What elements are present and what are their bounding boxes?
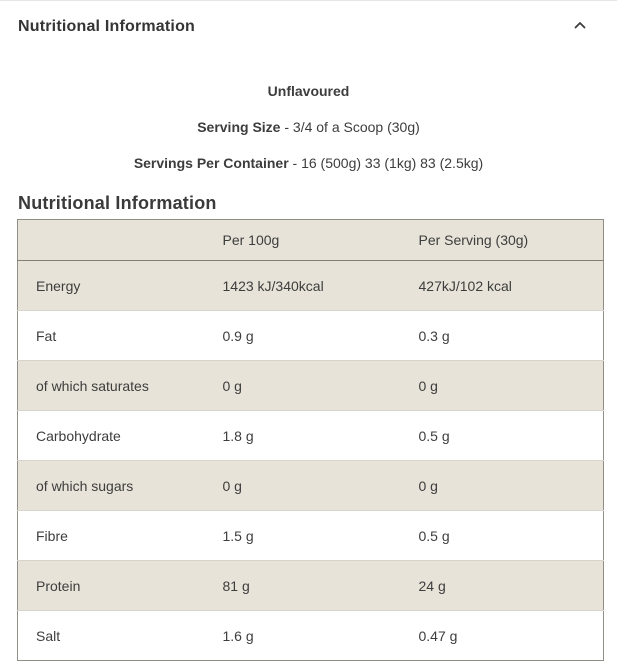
row-per100g: 1.6 g [222,627,254,644]
row-perserving: 24 g [418,577,446,594]
table-row: Carbohydrate 1.8 g 0.5 g [17,410,604,461]
header-cell-per-100g: Per 100g [222,219,419,261]
table-row: Protein 81 g 24 g [17,560,604,611]
table-row: Salt 1.6 g 0.47 g [17,610,604,661]
row-per100g: 1.5 g [222,527,254,544]
nutritional-information-accordion-header[interactable]: Nutritional Information [0,0,617,52]
row-label: Energy [36,277,81,294]
row-per100g: 0 g [222,477,242,494]
row-label: Fibre [36,527,68,544]
row-per100g: 81 g [222,577,250,594]
table-header-row: Per 100g Per Serving (30g) [17,219,604,261]
row-per100g: 1.8 g [222,427,254,444]
serving-size-label: Serving Size [197,119,281,135]
flavour-name: Unflavoured [267,83,350,99]
table-row: Fibre 1.5 g 0.5 g [17,510,604,561]
nutrition-table-title: Nutritional Information [18,193,217,213]
row-label: of which sugars [36,477,134,494]
row-perserving: 0.5 g [418,527,450,544]
header-cell-empty [17,219,223,261]
servings-per-container-label: Servings Per Container [133,155,289,171]
chevron-up-icon[interactable] [574,21,586,29]
header-cell-per-serving: Per Serving (30g) [418,219,604,261]
serving-size-line: Serving Size - 3/4 of a Scoop (30g) [0,120,617,135]
row-perserving: 0 g [418,377,438,394]
servings-per-container-value: - 16 (500g) 33 (1kg) 83 (2.5kg) [288,155,484,171]
row-perserving: 0 g [418,477,438,494]
row-perserving: 427kJ/102 kcal [418,277,512,294]
row-label: Fat [36,327,57,344]
row-label: Carbohydrate [36,427,121,444]
row-per100g: 0 g [222,377,242,394]
serving-info-block: Unflavoured Serving Size - 3/4 of a Scoo… [0,84,617,171]
row-perserving: 0.5 g [418,427,450,444]
servings-per-container-line: Servings Per Container - 16 (500g) 33 (1… [0,156,617,171]
row-perserving: 0.47 g [418,627,458,644]
flavour-label: Unflavoured [0,84,617,99]
row-per100g: 1423 kJ/340kcal [222,277,324,294]
table-row: Fat 0.9 g 0.3 g [17,310,604,361]
row-label: Protein [36,577,81,594]
row-label: Salt [36,627,61,644]
row-perserving: 0.3 g [418,327,450,344]
nutrition-table: Per 100g Per Serving (30g) Energy 1423 k… [17,219,604,661]
table-row: of which sugars 0 g 0 g [17,460,604,511]
row-per100g: 0.9 g [222,327,254,344]
accordion-title: Nutritional Information [18,18,196,35]
table-row: of which saturates 0 g 0 g [17,360,604,411]
row-label: of which saturates [36,377,149,394]
serving-size-value: - 3/4 of a Scoop (30g) [280,119,420,135]
table-row: Energy 1423 kJ/340kcal 427kJ/102 kcal [17,260,604,311]
